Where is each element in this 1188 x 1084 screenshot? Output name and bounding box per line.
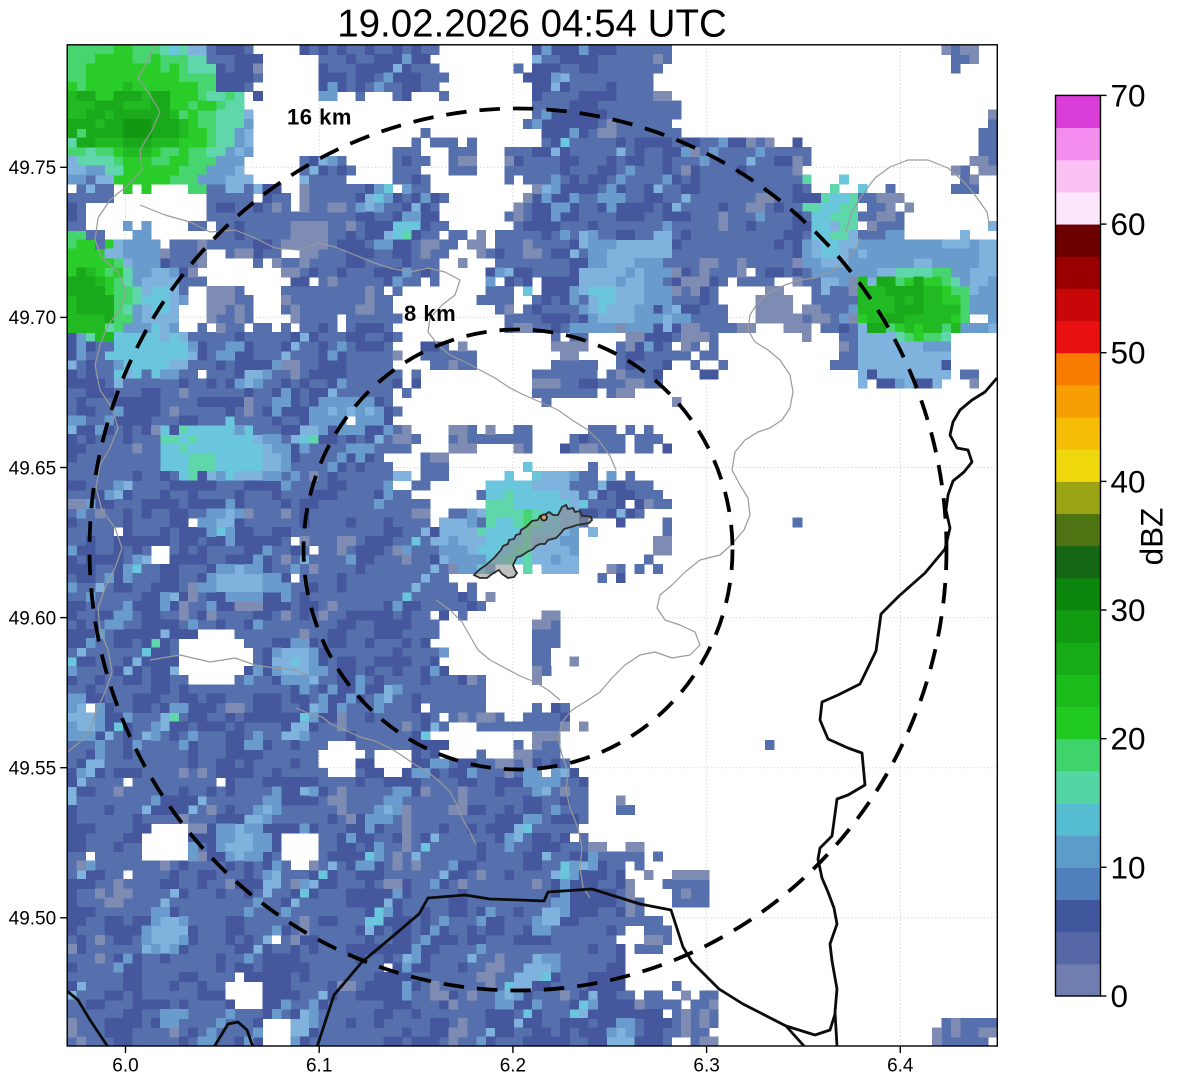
svg-text:6.2: 6.2	[500, 1056, 526, 1077]
svg-text:6.0: 6.0	[112, 1056, 138, 1077]
svg-text:40: 40	[1111, 463, 1146, 499]
svg-text:49.55: 49.55	[9, 759, 57, 780]
svg-text:8 km: 8 km	[404, 301, 456, 326]
svg-text:6.3: 6.3	[693, 1056, 719, 1077]
svg-text:50: 50	[1111, 335, 1146, 371]
svg-text:6.1: 6.1	[306, 1056, 332, 1077]
svg-text:49.75: 49.75	[9, 158, 57, 179]
svg-text:19.02.2026 04:54 UTC: 19.02.2026 04:54 UTC	[337, 3, 727, 46]
svg-text:dBZ: dBZ	[1134, 508, 1170, 566]
svg-text:16 km: 16 km	[287, 105, 352, 130]
svg-text:49.70: 49.70	[9, 308, 57, 329]
svg-text:60: 60	[1111, 206, 1146, 242]
svg-text:30: 30	[1111, 592, 1146, 628]
svg-text:20: 20	[1111, 721, 1146, 757]
svg-text:49.65: 49.65	[9, 458, 57, 479]
svg-text:6.4: 6.4	[887, 1056, 914, 1077]
svg-text:49.60: 49.60	[9, 608, 57, 629]
svg-text:0: 0	[1111, 978, 1129, 1014]
svg-text:10: 10	[1111, 849, 1146, 885]
svg-text:70: 70	[1111, 77, 1146, 113]
svg-text:49.50: 49.50	[9, 909, 57, 930]
